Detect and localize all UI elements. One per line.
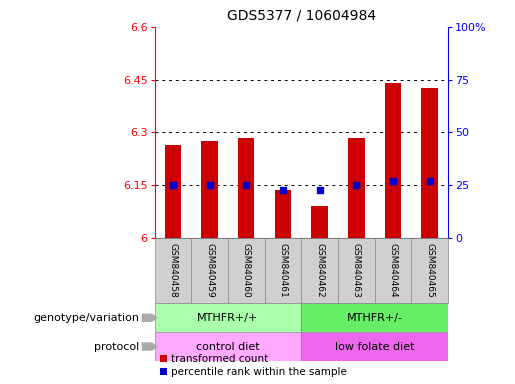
Text: GSM840460: GSM840460 xyxy=(242,243,251,298)
Title: GDS5377 / 10604984: GDS5377 / 10604984 xyxy=(227,9,376,23)
Text: MTHFR+/+: MTHFR+/+ xyxy=(197,313,259,323)
Text: GSM840463: GSM840463 xyxy=(352,243,361,298)
Bar xyxy=(385,83,401,238)
Bar xyxy=(338,238,375,303)
Point xyxy=(242,182,250,188)
Point xyxy=(352,182,360,188)
Bar xyxy=(154,332,301,361)
Bar xyxy=(274,189,291,238)
Bar xyxy=(301,238,338,303)
Point xyxy=(316,186,324,192)
Text: GSM840462: GSM840462 xyxy=(315,243,324,298)
Legend: transformed count, percentile rank within the sample: transformed count, percentile rank withi… xyxy=(160,354,347,377)
Bar xyxy=(375,238,411,303)
Point xyxy=(205,182,214,188)
Bar xyxy=(228,238,265,303)
Bar xyxy=(201,141,218,238)
Point xyxy=(425,178,434,184)
Text: low folate diet: low folate diet xyxy=(335,341,415,352)
Bar xyxy=(312,207,328,238)
Bar xyxy=(265,238,301,303)
Point xyxy=(389,178,397,184)
Point xyxy=(169,182,177,188)
Text: GSM840464: GSM840464 xyxy=(388,243,398,298)
Text: MTHFR+/-: MTHFR+/- xyxy=(347,313,403,323)
Bar xyxy=(348,138,365,238)
Text: GSM840458: GSM840458 xyxy=(168,243,177,298)
Text: genotype/variation: genotype/variation xyxy=(33,313,139,323)
Text: GSM840459: GSM840459 xyxy=(205,243,214,298)
Bar xyxy=(238,138,254,238)
Bar xyxy=(154,238,191,303)
Point xyxy=(279,186,287,192)
Bar xyxy=(301,303,448,332)
Bar xyxy=(301,332,448,361)
Bar xyxy=(191,238,228,303)
Bar xyxy=(411,238,448,303)
Bar xyxy=(154,303,301,332)
Text: protocol: protocol xyxy=(94,341,139,352)
Bar xyxy=(421,88,438,238)
Text: GSM840465: GSM840465 xyxy=(425,243,434,298)
Text: GSM840461: GSM840461 xyxy=(279,243,287,298)
Text: control diet: control diet xyxy=(196,341,260,352)
Bar xyxy=(165,145,181,238)
